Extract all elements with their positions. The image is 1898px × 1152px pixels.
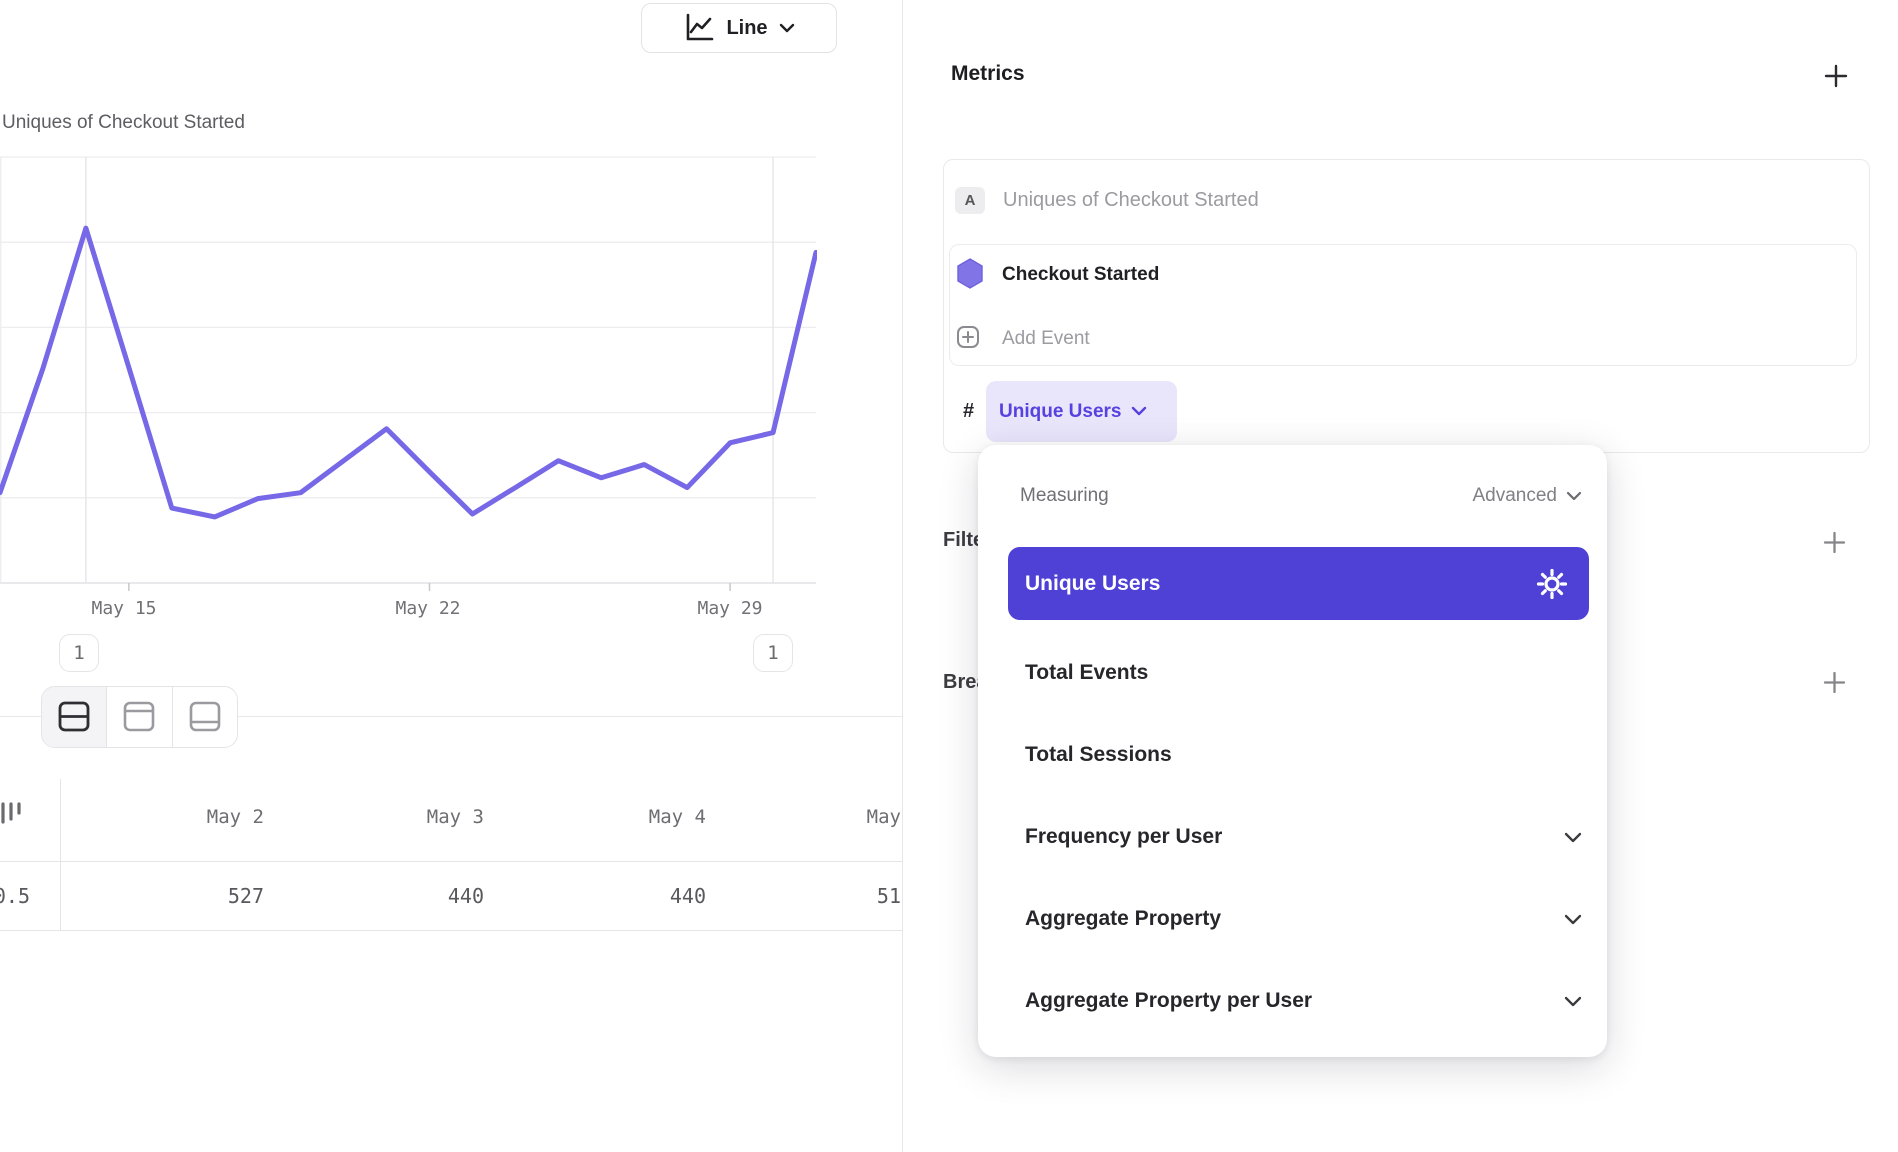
metrics-section-title: Metrics (951, 62, 1025, 85)
annotation-badge-2[interactable]: 1 (753, 634, 793, 672)
measure-prefix: # (963, 400, 975, 422)
table-header[interactable]: May (866, 806, 901, 828)
table-cell: 440 (447, 884, 484, 908)
table-cell: 440 (669, 884, 706, 908)
option-unique-users[interactable]: Unique Users (1008, 547, 1589, 620)
advanced-label: Advanced (1472, 485, 1557, 506)
table-cell: 51 (876, 884, 901, 908)
view-toggle-chart-top[interactable] (107, 687, 173, 747)
event-box (949, 244, 1857, 366)
chevron-down-icon (1564, 832, 1582, 842)
chart-type-button[interactable]: Line (641, 3, 837, 53)
option-frequency-per-user[interactable]: Frequency per User (1025, 822, 1583, 852)
table-header[interactable]: May 4 (648, 806, 706, 828)
section-divider (0, 716, 903, 717)
add-event-label[interactable]: Add Event (1002, 328, 1090, 349)
option-label: Aggregate Property per User (1025, 989, 1313, 1012)
chart-canvas (0, 156, 819, 591)
option-label: Total Sessions (1025, 743, 1172, 766)
table-header-divider (0, 861, 903, 862)
option-label: Aggregate Property (1025, 907, 1222, 930)
panel-divider (902, 0, 903, 1152)
option-label: Unique Users (1025, 571, 1161, 595)
table-header[interactable]: May 2 (206, 806, 264, 828)
chevron-down-icon (779, 23, 794, 33)
split-view-icon (58, 701, 90, 732)
add-metric-button[interactable] (1822, 62, 1850, 90)
option-aggregate-property[interactable]: Aggregate Property (1025, 904, 1583, 934)
plus-icon (1823, 671, 1846, 694)
plus-icon (1823, 531, 1846, 554)
option-total-events[interactable]: Total Events (1025, 658, 1583, 688)
measuring-label: Measuring (1020, 485, 1109, 506)
metric-letter-badge: A (955, 187, 985, 214)
measuring-dropdown: Measuring Advanced Unique Users Total Ev… (978, 445, 1607, 1057)
chevron-down-icon (1566, 491, 1582, 501)
option-aggregate-property-per-user[interactable]: Aggregate Property per User (1025, 986, 1583, 1016)
table-cell: 527 (227, 884, 264, 908)
add-breakdown-button[interactable] (1822, 670, 1847, 695)
measurement-chip-label: Unique Users (999, 400, 1122, 422)
chevron-down-icon (1564, 996, 1582, 1006)
table-header[interactable]: May 3 (426, 806, 484, 828)
advanced-toggle[interactable]: Advanced (1472, 485, 1583, 507)
chart-type-label: Line (726, 16, 768, 39)
event-hexagon-icon (957, 258, 983, 289)
x-axis-label: May 15 (91, 598, 157, 619)
x-axis-label: May 29 (697, 598, 763, 619)
table-row-stub-value: 0.5 (0, 884, 30, 908)
line-chart-icon (687, 13, 714, 41)
option-total-sessions[interactable]: Total Sessions (1025, 740, 1583, 770)
view-toggle-chart-bottom[interactable] (172, 687, 237, 747)
table-bottom-divider (0, 930, 903, 931)
gear-icon[interactable] (1534, 566, 1570, 602)
chevron-down-icon (1132, 406, 1147, 416)
line-chart[interactable] (0, 150, 819, 595)
option-label: Total Events (1025, 661, 1149, 684)
chart-bottom-view-icon (189, 701, 221, 732)
add-filter-button[interactable] (1822, 530, 1847, 555)
annotation-badge-1[interactable]: 1 (59, 634, 99, 672)
metric-name: Uniques of Checkout Started (1003, 189, 1259, 211)
x-axis-label: May 22 (395, 598, 461, 619)
plus-icon (1824, 64, 1848, 88)
table-column-divider (60, 779, 61, 931)
sort-descending-icon[interactable] (0, 801, 34, 825)
add-event-icon[interactable] (956, 325, 980, 349)
measurement-chip[interactable]: Unique Users (986, 381, 1177, 442)
option-label: Frequency per User (1025, 825, 1223, 848)
view-toggle-split[interactable] (42, 687, 108, 747)
chevron-down-icon (1564, 914, 1582, 924)
event-name[interactable]: Checkout Started (1002, 264, 1160, 285)
chart-top-view-icon (124, 701, 155, 732)
view-toggle (41, 686, 238, 748)
chart-title: Uniques of Checkout Started (2, 112, 245, 133)
